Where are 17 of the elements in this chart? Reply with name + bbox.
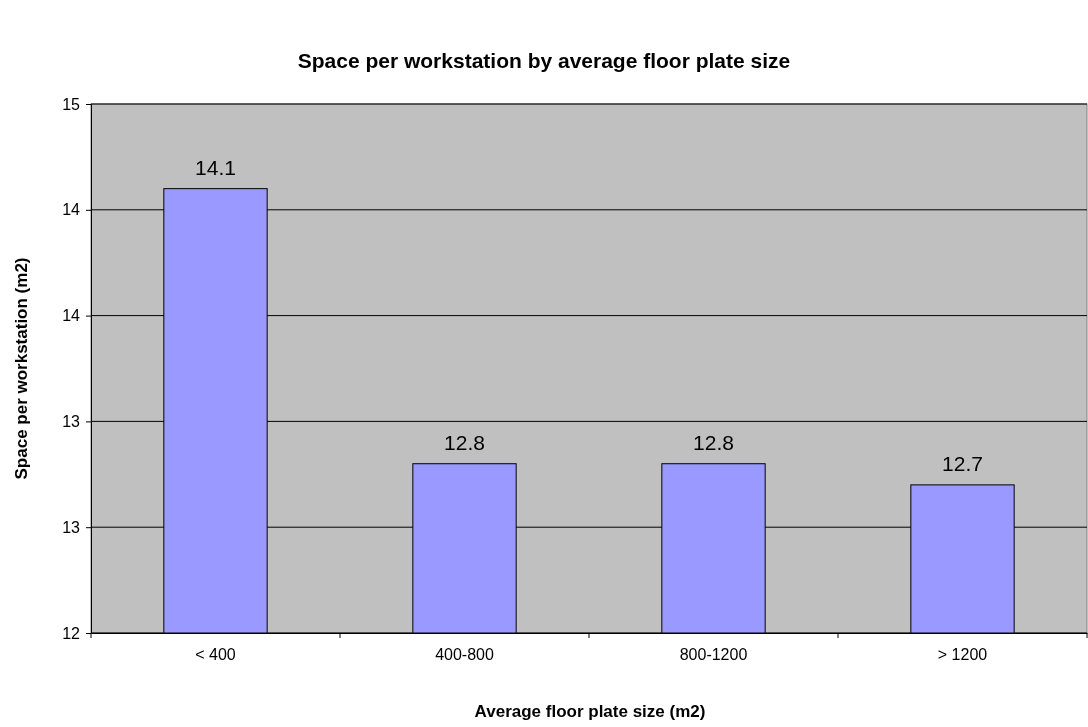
x-tick-label: > 1200 <box>937 646 988 664</box>
data-label: 12.8 <box>693 430 734 454</box>
y-tick-label: 13 <box>62 413 81 431</box>
chart-title: Space per workstation by average floor plate size <box>297 49 791 72</box>
y-axis-title: Space per workstation (m2) <box>12 257 31 480</box>
y-tick-label: 13 <box>62 518 81 536</box>
data-label: 12.7 <box>942 451 983 475</box>
x-tick-label: 400-800 <box>435 646 494 664</box>
x-tick-label: < 400 <box>195 646 236 664</box>
data-label: 14.1 <box>195 155 236 179</box>
y-tick-label: 15 <box>62 95 81 113</box>
y-tick-label: 12 <box>62 624 81 642</box>
x-tick-label: 800-1200 <box>679 646 748 664</box>
y-tick-label: 14 <box>62 201 81 219</box>
x-axis-title: Average floor plate size (m2) <box>474 702 706 721</box>
y-tick-label: 14 <box>62 307 81 325</box>
data-label: 12.8 <box>444 430 485 454</box>
